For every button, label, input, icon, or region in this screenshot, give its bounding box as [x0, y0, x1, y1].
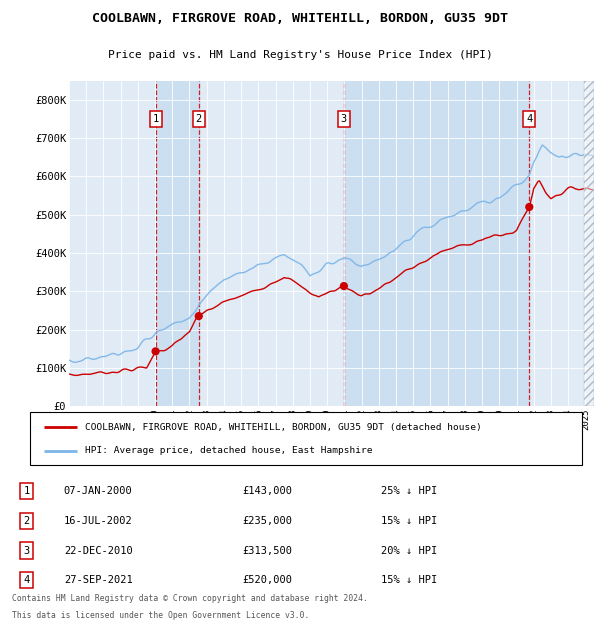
Bar	[155, 81, 199, 406]
Text: 25% ↓ HPI: 25% ↓ HPI	[380, 486, 437, 496]
Point	[194, 311, 203, 321]
Text: 20% ↓ HPI: 20% ↓ HPI	[380, 546, 437, 556]
Text: HPI: Average price, detached house, East Hampshire: HPI: Average price, detached house, East…	[85, 446, 373, 455]
Text: This data is licensed under the Open Government Licence v3.0.: This data is licensed under the Open Gov…	[12, 611, 310, 620]
Text: 15% ↓ HPI: 15% ↓ HPI	[380, 575, 437, 585]
Point	[151, 347, 160, 356]
Point	[339, 281, 349, 291]
Text: 4: 4	[526, 114, 532, 124]
Text: 2: 2	[23, 516, 29, 526]
Text: £143,000: £143,000	[242, 486, 292, 496]
Text: 3: 3	[341, 114, 347, 124]
Text: 4: 4	[23, 575, 29, 585]
Text: Price paid vs. HM Land Registry's House Price Index (HPI): Price paid vs. HM Land Registry's House …	[107, 50, 493, 60]
Bar	[344, 81, 529, 406]
Text: 27-SEP-2021: 27-SEP-2021	[64, 575, 133, 585]
Text: 1: 1	[23, 486, 29, 496]
Text: 1: 1	[152, 114, 159, 124]
Text: 16-JUL-2002: 16-JUL-2002	[64, 516, 133, 526]
Text: £235,000: £235,000	[242, 516, 292, 526]
Text: 15% ↓ HPI: 15% ↓ HPI	[380, 516, 437, 526]
Text: COOLBAWN, FIRGROVE ROAD, WHITEHILL, BORDON, GU35 9DT: COOLBAWN, FIRGROVE ROAD, WHITEHILL, BORD…	[92, 12, 508, 25]
Point	[524, 202, 534, 212]
Bar	[584, 81, 594, 406]
Text: 22-DEC-2010: 22-DEC-2010	[64, 546, 133, 556]
Text: £313,500: £313,500	[242, 546, 292, 556]
Text: 3: 3	[23, 546, 29, 556]
Text: Contains HM Land Registry data © Crown copyright and database right 2024.: Contains HM Land Registry data © Crown c…	[12, 594, 368, 603]
Text: 07-JAN-2000: 07-JAN-2000	[64, 486, 133, 496]
Text: £520,000: £520,000	[242, 575, 292, 585]
Text: COOLBAWN, FIRGROVE ROAD, WHITEHILL, BORDON, GU35 9DT (detached house): COOLBAWN, FIRGROVE ROAD, WHITEHILL, BORD…	[85, 423, 482, 432]
Text: 2: 2	[196, 114, 202, 124]
